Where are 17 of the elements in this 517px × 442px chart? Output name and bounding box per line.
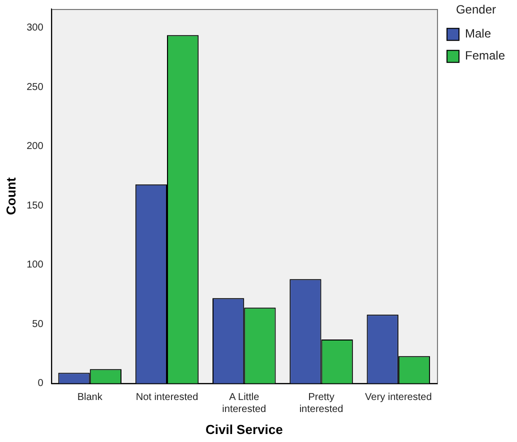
x-axis-title: Civil Service [205, 422, 283, 437]
x-tick-label: Blank [77, 392, 104, 404]
x-tick-label: Very interested [365, 392, 432, 404]
y-tick-label: 100 [26, 260, 44, 271]
legend-title: Gender [456, 2, 496, 16]
legend-label: Male [464, 26, 492, 41]
x-tick-label: Pretty interested [299, 392, 344, 416]
y-axis-title: Count [3, 176, 18, 215]
y-tick-label: 300 [26, 22, 44, 34]
y-tick-label: 50 [32, 318, 44, 330]
legend-label: Female [464, 48, 506, 63]
y-tick-label: 0 [38, 378, 44, 390]
y-tick-label: 250 [26, 82, 44, 93]
x-tick-label: Not interested [136, 392, 198, 404]
y-tick-label: 200 [26, 141, 44, 152]
y-tick-label: 150 [26, 200, 44, 212]
x-tick-label: A Little interested [222, 392, 266, 416]
